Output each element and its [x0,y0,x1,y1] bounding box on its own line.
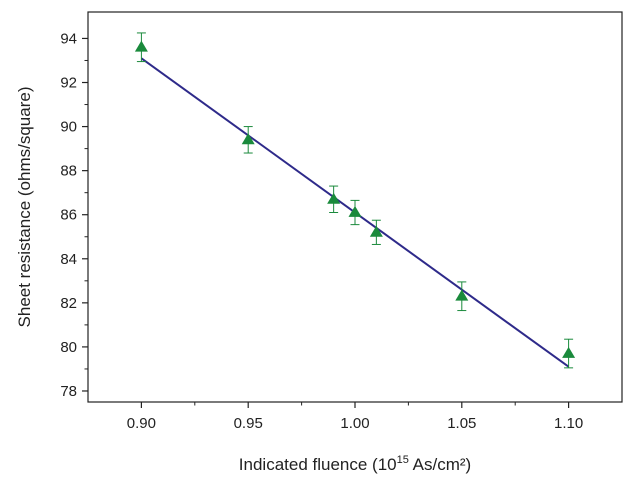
triangle-marker [455,289,469,301]
y-axis-ticks: 78 80 82 84 86 88 90 92 94 [60,30,88,400]
triangle-marker [134,40,148,52]
y-tick-label: 94 [60,30,77,47]
y-tick-label: 92 [60,75,77,92]
y-tick-label: 80 [60,339,77,356]
data-points [134,32,576,369]
data-point [241,126,255,154]
x-tick-label: 1.00 [340,415,369,432]
y-axis-title: Sheet resistance (ohms/square) [15,87,34,328]
x-axis-title-tail: As/cm²) [409,455,471,474]
data-point [455,281,469,312]
triangle-marker [348,205,362,217]
data-point [134,32,148,63]
x-tick-label: 0.90 [127,415,156,432]
y-tick-label: 84 [60,251,77,268]
data-point [348,199,362,226]
triangle-marker [369,225,383,237]
x-tick-label: 0.95 [234,415,263,432]
y-tick-label: 82 [60,295,77,312]
triangle-marker [562,346,576,358]
y-tick-label: 88 [60,163,77,180]
x-axis-title-superscript: 15 [397,454,409,466]
triangle-marker [241,133,255,145]
y-tick-label: 78 [60,383,77,400]
data-point [327,185,341,214]
x-tick-label: 1.10 [554,415,583,432]
x-axis-title-main: Indicated fluence (10 [239,455,397,474]
y-tick-label: 86 [60,207,77,224]
x-axis-title: Indicated fluence (1015 As/cm²) [239,454,471,474]
triangle-marker [327,192,341,204]
data-point [562,338,576,369]
x-tick-label: 1.05 [447,415,476,432]
x-axis-ticks: 0.90 0.95 1.00 1.05 1.10 [127,402,583,432]
data-point [369,219,383,245]
y-tick-label: 90 [60,119,77,136]
